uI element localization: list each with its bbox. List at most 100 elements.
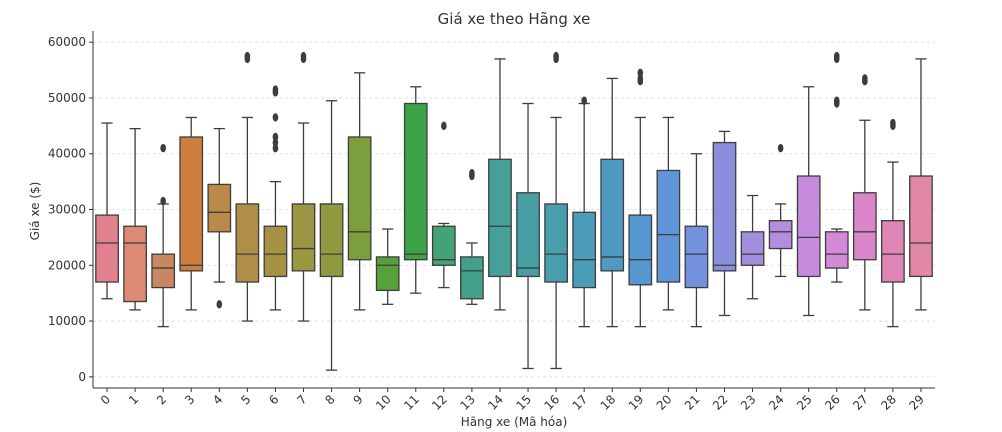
x-tick-label: 7 <box>294 392 309 407</box>
box <box>881 220 905 283</box>
y-ticks: 0 10000 20000 30000 40000 50000 60000 <box>48 35 93 384</box>
box-group-2 <box>151 143 176 328</box>
x-tick-label: 1 <box>126 392 141 407</box>
x-tick-label: 17 <box>570 392 591 413</box>
box-group-14 <box>488 58 512 311</box>
x-tick-label: 11 <box>401 392 422 413</box>
box-group-7 <box>291 51 316 322</box>
x-tick-label: 23 <box>738 392 759 413</box>
box <box>628 214 653 286</box>
y-tick-label: 10000 <box>48 314 86 328</box>
box <box>319 203 344 278</box>
y-tick-label: 0 <box>78 370 86 384</box>
box-group-28 <box>881 118 905 328</box>
box-group-3 <box>179 116 204 311</box>
box <box>123 225 147 303</box>
x-tick-label: 3 <box>182 392 197 407</box>
y-tick-label: 60000 <box>48 35 86 49</box>
box <box>403 102 428 261</box>
box <box>544 203 568 283</box>
box <box>95 214 119 283</box>
box-group-15 <box>516 102 540 370</box>
box-group-13 <box>460 169 484 305</box>
outlier-point <box>300 51 307 61</box>
outlier-point <box>160 196 166 206</box>
outlier-point <box>637 68 644 78</box>
x-tick-label: 20 <box>654 392 675 413</box>
box <box>572 211 597 289</box>
box-group-29 <box>909 58 933 311</box>
x-axis-title: Hãng xe (Mã hóa) <box>461 415 568 429</box>
x-tick-label: 0 <box>98 392 113 407</box>
x-tick-label: 16 <box>542 392 563 413</box>
x-ticks: 0 1 2 3 4 5 6 7 8 9 10 11 12 13 14 15 16 17 18 19 20 21 22 23 24… <box>98 388 927 413</box>
box-group-17 <box>572 96 597 328</box>
x-tick-label: 6 <box>266 392 281 407</box>
box-group-24 <box>768 143 793 278</box>
box <box>263 225 288 278</box>
x-tick-label: 9 <box>350 392 365 407</box>
x-tick-label: 26 <box>822 392 843 413</box>
x-tick-label: 28 <box>878 392 899 413</box>
outlier-point <box>862 74 868 83</box>
box <box>235 203 260 283</box>
outlier-point <box>216 300 223 309</box>
x-tick-label: 5 <box>238 392 253 407</box>
x-tick-label: 19 <box>626 392 647 413</box>
x-tick-label: 21 <box>682 392 703 413</box>
box <box>460 256 484 300</box>
box-group-27 <box>852 74 877 311</box>
box-group-21 <box>684 153 709 328</box>
box-group-6 <box>263 85 288 311</box>
box-group-16 <box>544 51 568 370</box>
box-group-5 <box>235 51 260 322</box>
outlier-point <box>272 85 279 94</box>
box-group-0 <box>95 122 119 300</box>
box <box>291 203 316 272</box>
box-group-4 <box>207 127 232 309</box>
x-tick-label: 13 <box>457 392 478 413</box>
x-tick-label: 8 <box>322 392 337 407</box>
box <box>431 225 456 266</box>
outlier-point <box>833 51 840 61</box>
box <box>656 169 681 283</box>
x-tick-label: 27 <box>850 392 871 413</box>
box <box>179 136 204 272</box>
outlier-point <box>272 113 279 122</box>
box-group-19 <box>628 68 653 328</box>
outlier-point <box>272 132 279 142</box>
box-group-1 <box>123 127 147 311</box>
box-group-8 <box>319 100 344 371</box>
box-group-23 <box>740 194 765 300</box>
box <box>712 141 737 272</box>
box <box>600 158 625 272</box>
box <box>516 192 540 278</box>
box-group-12 <box>431 121 456 289</box>
x-tick-label: 10 <box>373 392 394 413</box>
y-tick-label: 50000 <box>48 91 86 105</box>
box-group-10 <box>375 228 400 305</box>
x-tick-label: 4 <box>210 392 225 407</box>
x-tick-label: 29 <box>906 392 927 413</box>
x-tick-label: 24 <box>766 392 787 413</box>
y-axis-title: Giá xe ($) <box>28 182 42 241</box>
box <box>852 192 877 261</box>
outlier-point <box>581 96 587 105</box>
box <box>151 253 176 289</box>
chart-title: Giá xe theo Hãng xe <box>438 10 591 28</box>
box <box>375 256 400 292</box>
y-tick-label: 30000 <box>48 203 86 217</box>
box <box>347 136 372 261</box>
box-group-26 <box>824 51 849 283</box>
outlier-point <box>469 169 475 178</box>
x-tick-label: 25 <box>794 392 815 413</box>
outlier-point <box>160 143 166 153</box>
outlier-point <box>441 121 447 131</box>
grid <box>93 41 935 378</box>
boxes <box>95 51 933 371</box>
x-tick-label: 14 <box>485 392 506 413</box>
box <box>684 225 709 289</box>
box <box>768 220 793 250</box>
outlier-point <box>890 118 896 128</box>
